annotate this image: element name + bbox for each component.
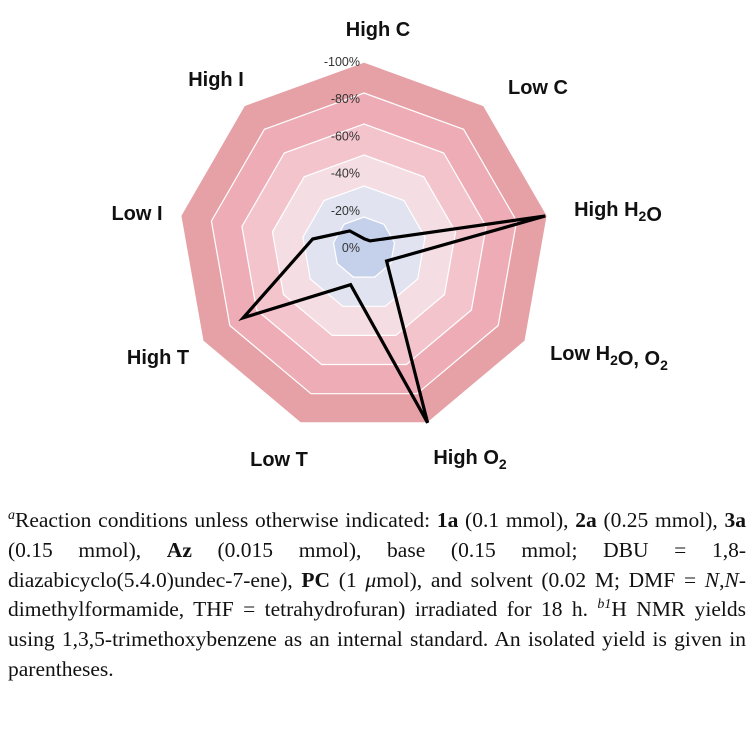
series-layer xyxy=(238,214,546,424)
footnote-text: mol), and solvent (0.02 M; DMF = xyxy=(376,567,705,592)
footnote-text: (0.15 mmol), xyxy=(8,537,167,562)
footnote-text: -dimethylformamide, THF = tetrahydrofura… xyxy=(8,567,746,622)
footnote-text: (1 xyxy=(330,567,366,592)
axis-labels: High C Low C High H2O Low H2O, O2 High O2 Low… xyxy=(111,19,668,472)
axis-label: High O2 xyxy=(433,447,507,472)
italic-n: N xyxy=(704,567,720,592)
compound-az: Az xyxy=(166,537,192,562)
footnote-text: H NMR yields using 1,3,5-trimethoxybenze… xyxy=(8,597,746,681)
axis-label: High H2O xyxy=(574,199,662,226)
compound-pc: PC xyxy=(301,567,331,592)
axis-label: Low H2O, O2 xyxy=(550,343,668,373)
footnote-text: Reaction conditions unless otherwise ind… xyxy=(15,508,437,532)
tick-label: -60% xyxy=(331,129,360,143)
axis-label: High T xyxy=(127,347,189,369)
compound-1a: 1a xyxy=(436,508,459,532)
axis-label: Low C xyxy=(508,77,568,99)
tick-label: -40% xyxy=(331,167,360,181)
mu-symbol: μ xyxy=(365,567,377,592)
radial-tick-labels: 0% -20% -40% -60% -80% -100% xyxy=(324,55,360,255)
footnote-text: (0.25 mmol), xyxy=(596,508,725,532)
footnote-text: (0.015 mmol), base (0.15 mmol; DBU = 1,8… xyxy=(8,537,746,592)
footnote-text: , xyxy=(719,567,725,592)
axis-label: High I xyxy=(188,69,244,91)
tick-label: -80% xyxy=(331,92,360,106)
series-line xyxy=(238,214,546,424)
compound-2a: 2a xyxy=(575,508,597,532)
italic-n: N xyxy=(724,567,739,592)
table-footnote: aReaction conditions unless otherwise in… xyxy=(8,506,746,685)
tick-label: -100% xyxy=(324,55,360,69)
footnote-mark-b1: b1 xyxy=(597,597,612,613)
tick-label: -20% xyxy=(331,204,360,218)
footnote-text: (0.1 mmol), xyxy=(458,508,576,532)
axis-label: Low I xyxy=(111,203,162,225)
axis-label: Low T xyxy=(250,449,308,471)
tick-label: 0% xyxy=(342,241,360,255)
radar-rings xyxy=(180,61,548,424)
axis-label: High C xyxy=(346,19,410,41)
compound-3a: 3a xyxy=(724,508,747,532)
footnote-mark-a: a xyxy=(8,507,15,523)
